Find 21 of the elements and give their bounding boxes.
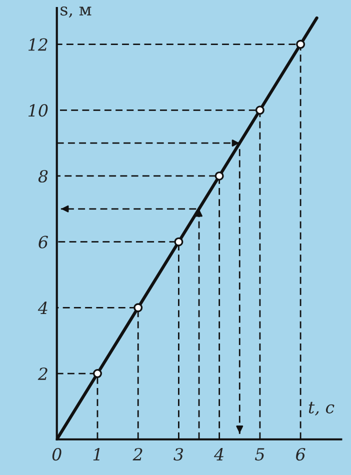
y-tick-label: 4 <box>38 302 48 314</box>
x-tick-label: 3 <box>174 448 183 461</box>
y-tick-label: 12 <box>28 38 48 51</box>
y-tick-label: 10 <box>28 104 48 117</box>
point <box>255 106 264 115</box>
x-tick-label: 2 <box>132 448 142 460</box>
point <box>296 40 306 49</box>
y-axis-title: s, м <box>60 6 92 18</box>
x-tick-label: 4 <box>214 448 224 460</box>
point <box>214 171 224 180</box>
x-tick-label: 1 <box>93 448 100 460</box>
x-tick-label: 6 <box>296 448 306 461</box>
x-tick-label: 0 <box>52 448 62 461</box>
point <box>134 303 143 312</box>
point <box>174 237 184 246</box>
x-axis-title: t, с <box>308 402 334 416</box>
point <box>92 369 102 378</box>
y-tick-label: 8 <box>38 170 48 183</box>
y-tick-label: 6 <box>38 236 48 248</box>
x-tick-label: 5 <box>255 448 264 461</box>
y-tick-label: 2 <box>38 367 48 380</box>
